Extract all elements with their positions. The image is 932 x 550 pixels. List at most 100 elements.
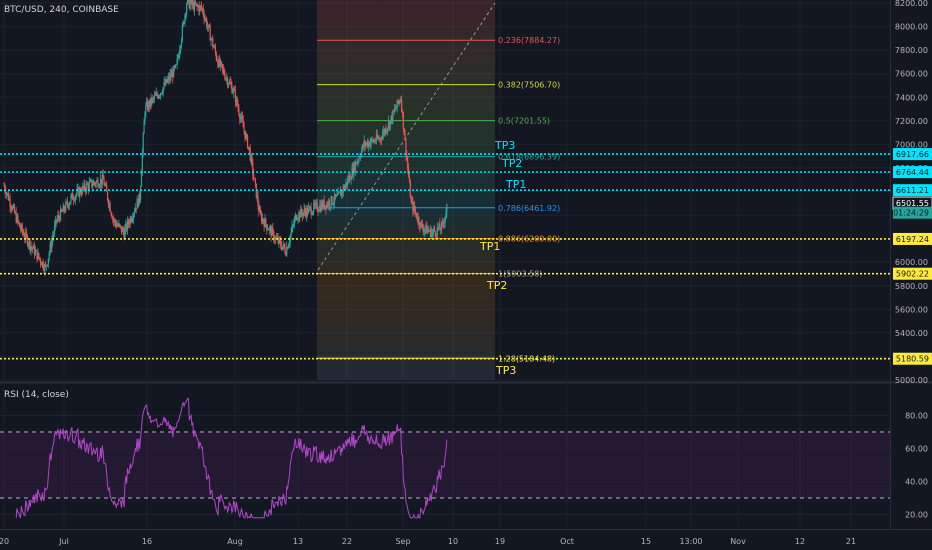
candle-body xyxy=(168,76,170,80)
price-tick-label: 7600.00 xyxy=(895,70,928,79)
candle-body xyxy=(233,88,236,91)
candle-body xyxy=(179,50,181,56)
candle-body xyxy=(377,138,379,139)
candle-body xyxy=(244,131,246,139)
candle-body xyxy=(146,102,148,106)
candle-body xyxy=(356,161,358,165)
candle-body xyxy=(214,47,217,53)
candle-body xyxy=(24,236,26,239)
candle-body xyxy=(278,238,280,243)
candle-body xyxy=(427,229,429,234)
price-tick-label: 7200.00 xyxy=(895,117,928,126)
candle-body xyxy=(230,83,232,86)
candle-body xyxy=(247,146,250,149)
candle-body xyxy=(203,14,205,20)
candle-body xyxy=(93,182,95,186)
candle-body xyxy=(83,183,85,188)
candle-body xyxy=(155,93,157,96)
candle-body xyxy=(264,218,266,227)
candle-body xyxy=(321,202,324,208)
candle-body xyxy=(146,102,149,110)
time-tick-label: 22 xyxy=(342,537,352,546)
candle-body xyxy=(415,212,417,218)
candle-body xyxy=(197,6,199,7)
candle-body xyxy=(228,81,230,85)
candle-body xyxy=(170,74,172,77)
candle-body xyxy=(145,105,147,113)
candle-body xyxy=(343,186,345,190)
candle-body xyxy=(193,1,196,10)
candle-body xyxy=(56,219,58,222)
candle-body xyxy=(115,223,117,227)
time-tick-label: 15 xyxy=(641,537,651,546)
candle-body xyxy=(98,186,100,188)
candle-body xyxy=(150,98,152,105)
candle-body xyxy=(310,207,312,215)
candle-body xyxy=(208,24,210,28)
candle-body xyxy=(149,98,151,107)
candle-body xyxy=(394,108,397,110)
fib-trend-line xyxy=(317,2,496,271)
price-marker-box xyxy=(893,232,932,245)
candle-body xyxy=(229,81,231,84)
candle-body xyxy=(421,224,424,229)
candle-body xyxy=(445,212,447,218)
candle-body xyxy=(294,215,297,219)
candle-body xyxy=(226,78,229,86)
candle-body xyxy=(209,27,211,41)
candle-body xyxy=(90,180,92,181)
candle-body xyxy=(73,199,75,201)
candle-body xyxy=(66,201,69,205)
candle-body xyxy=(162,87,164,94)
candle-body xyxy=(309,206,311,208)
candle-body xyxy=(215,52,217,59)
candle-body xyxy=(418,217,420,225)
candle-body xyxy=(29,240,31,250)
candle-body xyxy=(300,208,303,214)
candle-body xyxy=(4,185,6,191)
candle-body xyxy=(143,121,145,134)
candle-body xyxy=(305,212,307,217)
candle-body xyxy=(394,108,396,112)
candle-body xyxy=(382,130,384,135)
candle-body xyxy=(111,214,113,219)
candle-body xyxy=(336,195,338,196)
candle-body xyxy=(330,196,332,207)
candle-body xyxy=(403,128,405,136)
candle-body xyxy=(87,184,89,190)
candle-body xyxy=(318,210,320,212)
candle-body xyxy=(376,134,378,139)
candle-body xyxy=(93,182,96,184)
candle-body xyxy=(328,201,330,207)
candle-body xyxy=(253,178,256,179)
candle-body xyxy=(219,58,221,66)
candle-body xyxy=(89,180,91,183)
candle-body xyxy=(426,224,428,234)
candle-body xyxy=(26,236,29,246)
time-tick-label: 21 xyxy=(846,537,856,546)
candle-body xyxy=(212,38,214,47)
price-marker-label: 5180.59 xyxy=(896,355,929,364)
candle-body xyxy=(414,205,416,211)
candle-body xyxy=(360,150,363,157)
price-tick-label: 8200.00 xyxy=(895,0,928,8)
candle-body xyxy=(13,205,16,213)
candle-body xyxy=(373,140,375,142)
candle-body xyxy=(234,90,237,103)
candle-body xyxy=(59,209,62,221)
candle-body xyxy=(326,203,328,209)
candle-body xyxy=(63,205,65,211)
candle-body xyxy=(55,219,57,222)
candle-body xyxy=(76,189,78,195)
candle-body xyxy=(434,228,436,232)
candle-body xyxy=(441,222,443,231)
candle-body xyxy=(325,205,327,209)
candle-body xyxy=(106,185,108,192)
price-marker-label: 6764.44 xyxy=(896,168,929,177)
candle-body xyxy=(423,229,425,232)
candle-body xyxy=(253,174,255,179)
candle-body xyxy=(242,120,244,128)
candle-body xyxy=(320,205,322,211)
candle-body xyxy=(161,93,163,94)
